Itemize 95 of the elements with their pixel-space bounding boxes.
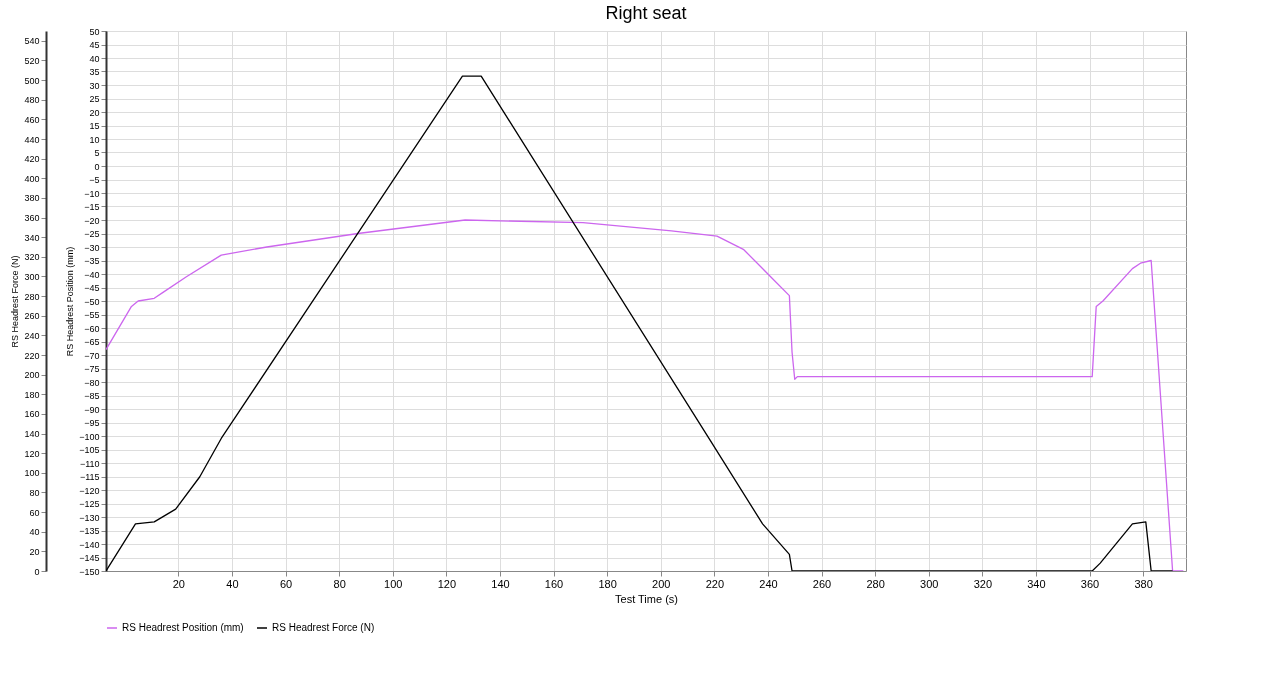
y2-tick-label: −10: [84, 188, 100, 199]
y2-tick-label: −140: [79, 539, 100, 550]
y2-tick-label: −70: [84, 350, 100, 361]
y2-tick-label: −40: [84, 269, 100, 280]
y2-tick-label: 45: [89, 40, 100, 50]
x-tick-label: 140: [491, 577, 510, 590]
y2-tick-label: −150: [79, 566, 100, 577]
y2-tick-label: 20: [89, 107, 100, 118]
y2-tick-label: −90: [84, 404, 100, 415]
y2-tick-label: −145: [79, 553, 100, 563]
x-tick-label: 380: [1134, 577, 1153, 590]
x-tick-label: 300: [920, 577, 939, 590]
x-tick-label: 280: [866, 577, 885, 590]
y-tick-label: 340: [24, 232, 40, 243]
y2-tick-label: −110: [79, 458, 100, 469]
x-tick-label: 260: [812, 577, 832, 590]
y-tick-label: 60: [29, 507, 40, 518]
y2-tick-label: 30: [89, 80, 100, 91]
y2-tick-label: 0: [94, 161, 100, 172]
y2-tick-label: 5: [94, 148, 100, 158]
y2-tick-label: −25: [84, 229, 100, 239]
y-tick-label: 20: [29, 546, 40, 557]
y2-tick-label: −135: [79, 526, 100, 536]
y2-tick-label: 35: [89, 67, 100, 77]
y-tick-label: 400: [24, 173, 40, 184]
x-tick-label: 160: [544, 577, 564, 590]
y-tick-label: 420: [24, 154, 40, 165]
y2-tick-label: −115: [79, 472, 100, 482]
y2-tick-label: 40: [89, 53, 100, 64]
y-axis-title: RS Headrest Force (N): [10, 255, 21, 348]
y-tick-label: 480: [24, 95, 40, 106]
y-tick-label: 280: [24, 291, 40, 302]
x-tick-label: 220: [705, 577, 725, 590]
y2-tick-label: −85: [84, 391, 100, 401]
y-tick-label: 520: [24, 55, 40, 66]
y2-tick-label: −55: [84, 310, 100, 320]
y-tick-label: 100: [24, 468, 40, 479]
y2-tick-label: −35: [84, 256, 100, 266]
y-tick-label: 260: [24, 311, 40, 322]
y2-tick-label: 25: [89, 94, 100, 104]
legend-label: RS Headrest Position (mm): [122, 622, 244, 633]
y2-tick-label: −60: [84, 323, 100, 334]
x-axis-title: Test Time (s): [615, 592, 678, 605]
y-tick-label: 160: [24, 409, 40, 420]
y2-tick-label: −45: [84, 283, 100, 293]
y2-tick-label: −15: [84, 202, 100, 212]
y2-tick-label: −20: [84, 215, 100, 226]
y-tick-label: 320: [24, 252, 40, 263]
x-tick-label: 340: [1027, 577, 1046, 590]
y2-tick-label: −125: [79, 499, 100, 509]
y2-tick-label: 15: [89, 121, 100, 131]
y2-tick-label: −105: [79, 445, 100, 455]
y2-tick-label: −120: [79, 485, 100, 496]
x-tick-label: 120: [437, 577, 457, 590]
y-tick-label: 80: [29, 487, 40, 498]
x-tick-label: 240: [759, 577, 778, 590]
y-tick-label: 460: [24, 114, 40, 125]
y2-tick-label: −80: [84, 377, 100, 388]
y-tick-label: 180: [24, 389, 40, 400]
y-tick-label: 120: [24, 448, 40, 459]
y2-tick-label: −95: [84, 418, 100, 428]
x-tick-label: 180: [598, 577, 617, 590]
y2-axis-title: RS Headrest Position (mm): [65, 246, 76, 357]
x-tick-label: 60: [279, 577, 293, 590]
legend-label: RS Headrest Force (N): [272, 622, 375, 633]
x-tick-label: 320: [973, 577, 993, 590]
y2-tick-label: −130: [79, 512, 100, 523]
y-tick-label: 300: [24, 271, 40, 282]
x-tick-label: 100: [384, 577, 403, 590]
x-tick-label: 200: [652, 577, 671, 590]
y-tick-label: 140: [24, 429, 40, 440]
x-tick-label: 80: [333, 577, 346, 590]
y2-tick-label: 50: [89, 26, 100, 37]
y-tick-label: 540: [24, 36, 40, 47]
y2-tick-label: −50: [84, 296, 100, 307]
x-tick-label: 40: [226, 577, 239, 590]
y-tick-label: 0: [34, 566, 40, 577]
y-tick-label: 220: [24, 350, 40, 361]
x-tick-label: 360: [1080, 577, 1100, 590]
y-tick-label: 240: [24, 330, 40, 341]
y-tick-label: 440: [24, 134, 40, 145]
y2-tick-label: 10: [89, 134, 100, 145]
y2-tick-label: −5: [89, 175, 100, 185]
y-tick-label: 40: [29, 527, 40, 538]
y2-tick-label: −75: [84, 364, 100, 374]
y-tick-label: 380: [24, 193, 40, 204]
x-tick-label: 20: [172, 577, 185, 590]
y2-tick-label: −30: [84, 242, 100, 253]
y-tick-label: 360: [24, 213, 40, 224]
y2-tick-label: −65: [84, 337, 100, 347]
line-series: [106, 75, 1174, 571]
y2-tick-label: −100: [79, 431, 100, 442]
y-tick-label: 200: [24, 370, 40, 381]
chart-title: Right seat: [605, 3, 687, 23]
y-tick-label: 500: [24, 75, 40, 86]
